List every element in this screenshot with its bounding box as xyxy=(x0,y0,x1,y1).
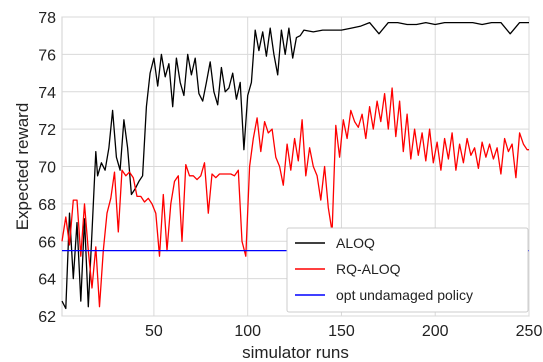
legend-box xyxy=(286,227,529,313)
legend-label: RQ-ALOQ xyxy=(336,261,401,277)
x-tick-label: 50 xyxy=(145,323,163,340)
y-tick-label: 66 xyxy=(38,234,56,251)
x-tick-label: 100 xyxy=(234,323,261,340)
y-tick-label: 64 xyxy=(38,272,56,289)
x-axis-label: simulator runs xyxy=(242,343,349,362)
series-line-aloq xyxy=(61,21,529,310)
x-tick-label: 200 xyxy=(422,323,449,340)
x-tick-label: 250 xyxy=(516,323,543,340)
y-tick-label: 70 xyxy=(38,160,56,177)
y-axis-label: Expected reward xyxy=(13,103,32,231)
legend-label: opt undamaged policy xyxy=(336,287,473,303)
y-tick-label: 74 xyxy=(38,85,56,102)
y-tick-label: 72 xyxy=(38,122,56,139)
y-tick-label: 76 xyxy=(38,47,56,64)
legend: ALOQ RQ-ALOQ opt undamaged policy xyxy=(286,227,529,313)
tick-labels: 62 64 66 68 70 72 74 76 78 50 100 150 200 250 xyxy=(38,10,542,340)
y-tick-label: 62 xyxy=(38,309,56,326)
legend-label: ALOQ xyxy=(336,235,375,251)
y-tick-label: 78 xyxy=(38,10,56,27)
y-tick-label: 68 xyxy=(38,197,56,214)
grid-lines xyxy=(62,16,530,317)
x-tick-label: 150 xyxy=(328,323,355,340)
series-line-rq-aloq xyxy=(61,87,529,308)
